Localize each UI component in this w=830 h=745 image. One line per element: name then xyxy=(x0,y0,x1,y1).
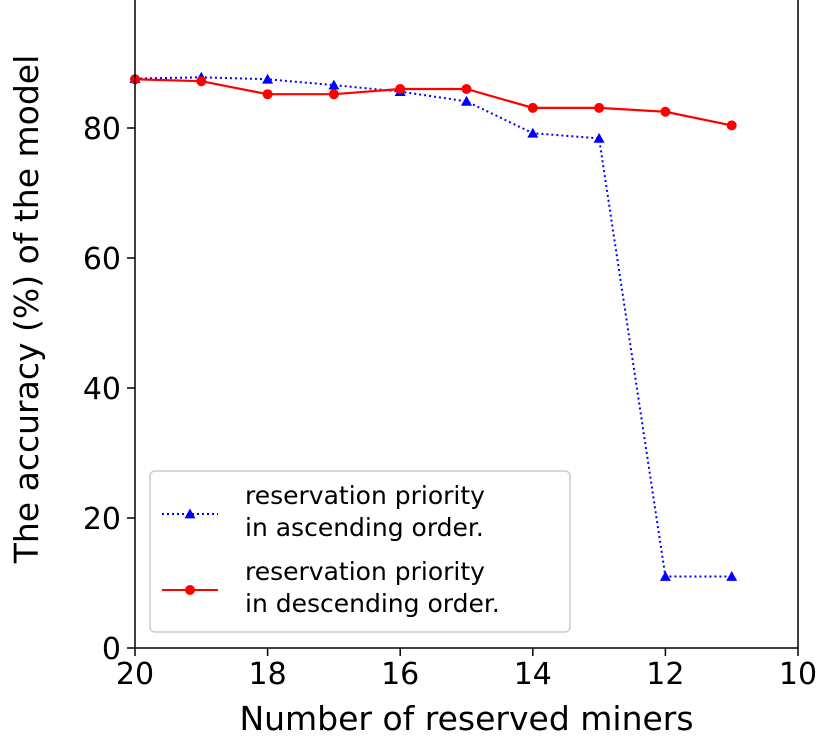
series-2-line xyxy=(134,78,732,127)
x-tick-label: 10 xyxy=(779,657,817,692)
series-2-point xyxy=(262,89,273,100)
x-tick-label: 20 xyxy=(116,657,154,692)
series-2-point xyxy=(660,106,671,117)
series-2-point xyxy=(726,120,737,131)
y-tick-label: 80 xyxy=(83,112,121,147)
series-1-point xyxy=(527,127,539,138)
series-2-point xyxy=(461,84,472,94)
y-axis-label: The accuracy (%) of the model xyxy=(7,55,46,565)
x-tick-label: 14 xyxy=(514,657,552,692)
series-2-point xyxy=(594,102,605,113)
legend-swatch-marker xyxy=(185,585,195,595)
series-1-point xyxy=(461,95,472,106)
series-2-point xyxy=(527,102,538,113)
series-1-point xyxy=(659,571,671,581)
series-1-point xyxy=(262,73,274,84)
series-2 xyxy=(130,74,737,131)
x-tick-label: 18 xyxy=(249,657,287,692)
x-tick-label: 16 xyxy=(381,657,419,692)
y-tick-label: 60 xyxy=(83,242,121,277)
series-2-point xyxy=(395,84,406,94)
y-tick-label: 20 xyxy=(83,502,121,537)
legend-swatch-marker xyxy=(184,508,196,519)
series-1-point xyxy=(328,79,340,90)
legend-label: reservation priority xyxy=(245,557,485,586)
x-tick-label: 12 xyxy=(646,657,684,692)
legend-box xyxy=(149,470,571,633)
series-1-point xyxy=(726,571,738,581)
series-1-point xyxy=(593,132,605,143)
y-tick-label: 40 xyxy=(83,372,121,407)
legend-label: reservation priority xyxy=(245,481,485,510)
x-axis-label: Number of reserved miners xyxy=(239,699,693,738)
series-2-point xyxy=(328,89,339,100)
legend-label: in descending order. xyxy=(245,589,500,618)
legend: reservation priority in ascending order.… xyxy=(149,470,571,633)
plot-frame xyxy=(134,0,799,649)
series-2-point xyxy=(196,76,207,87)
legend-label: in ascending order. xyxy=(245,513,484,542)
y-tick-label: 0 xyxy=(102,632,121,667)
